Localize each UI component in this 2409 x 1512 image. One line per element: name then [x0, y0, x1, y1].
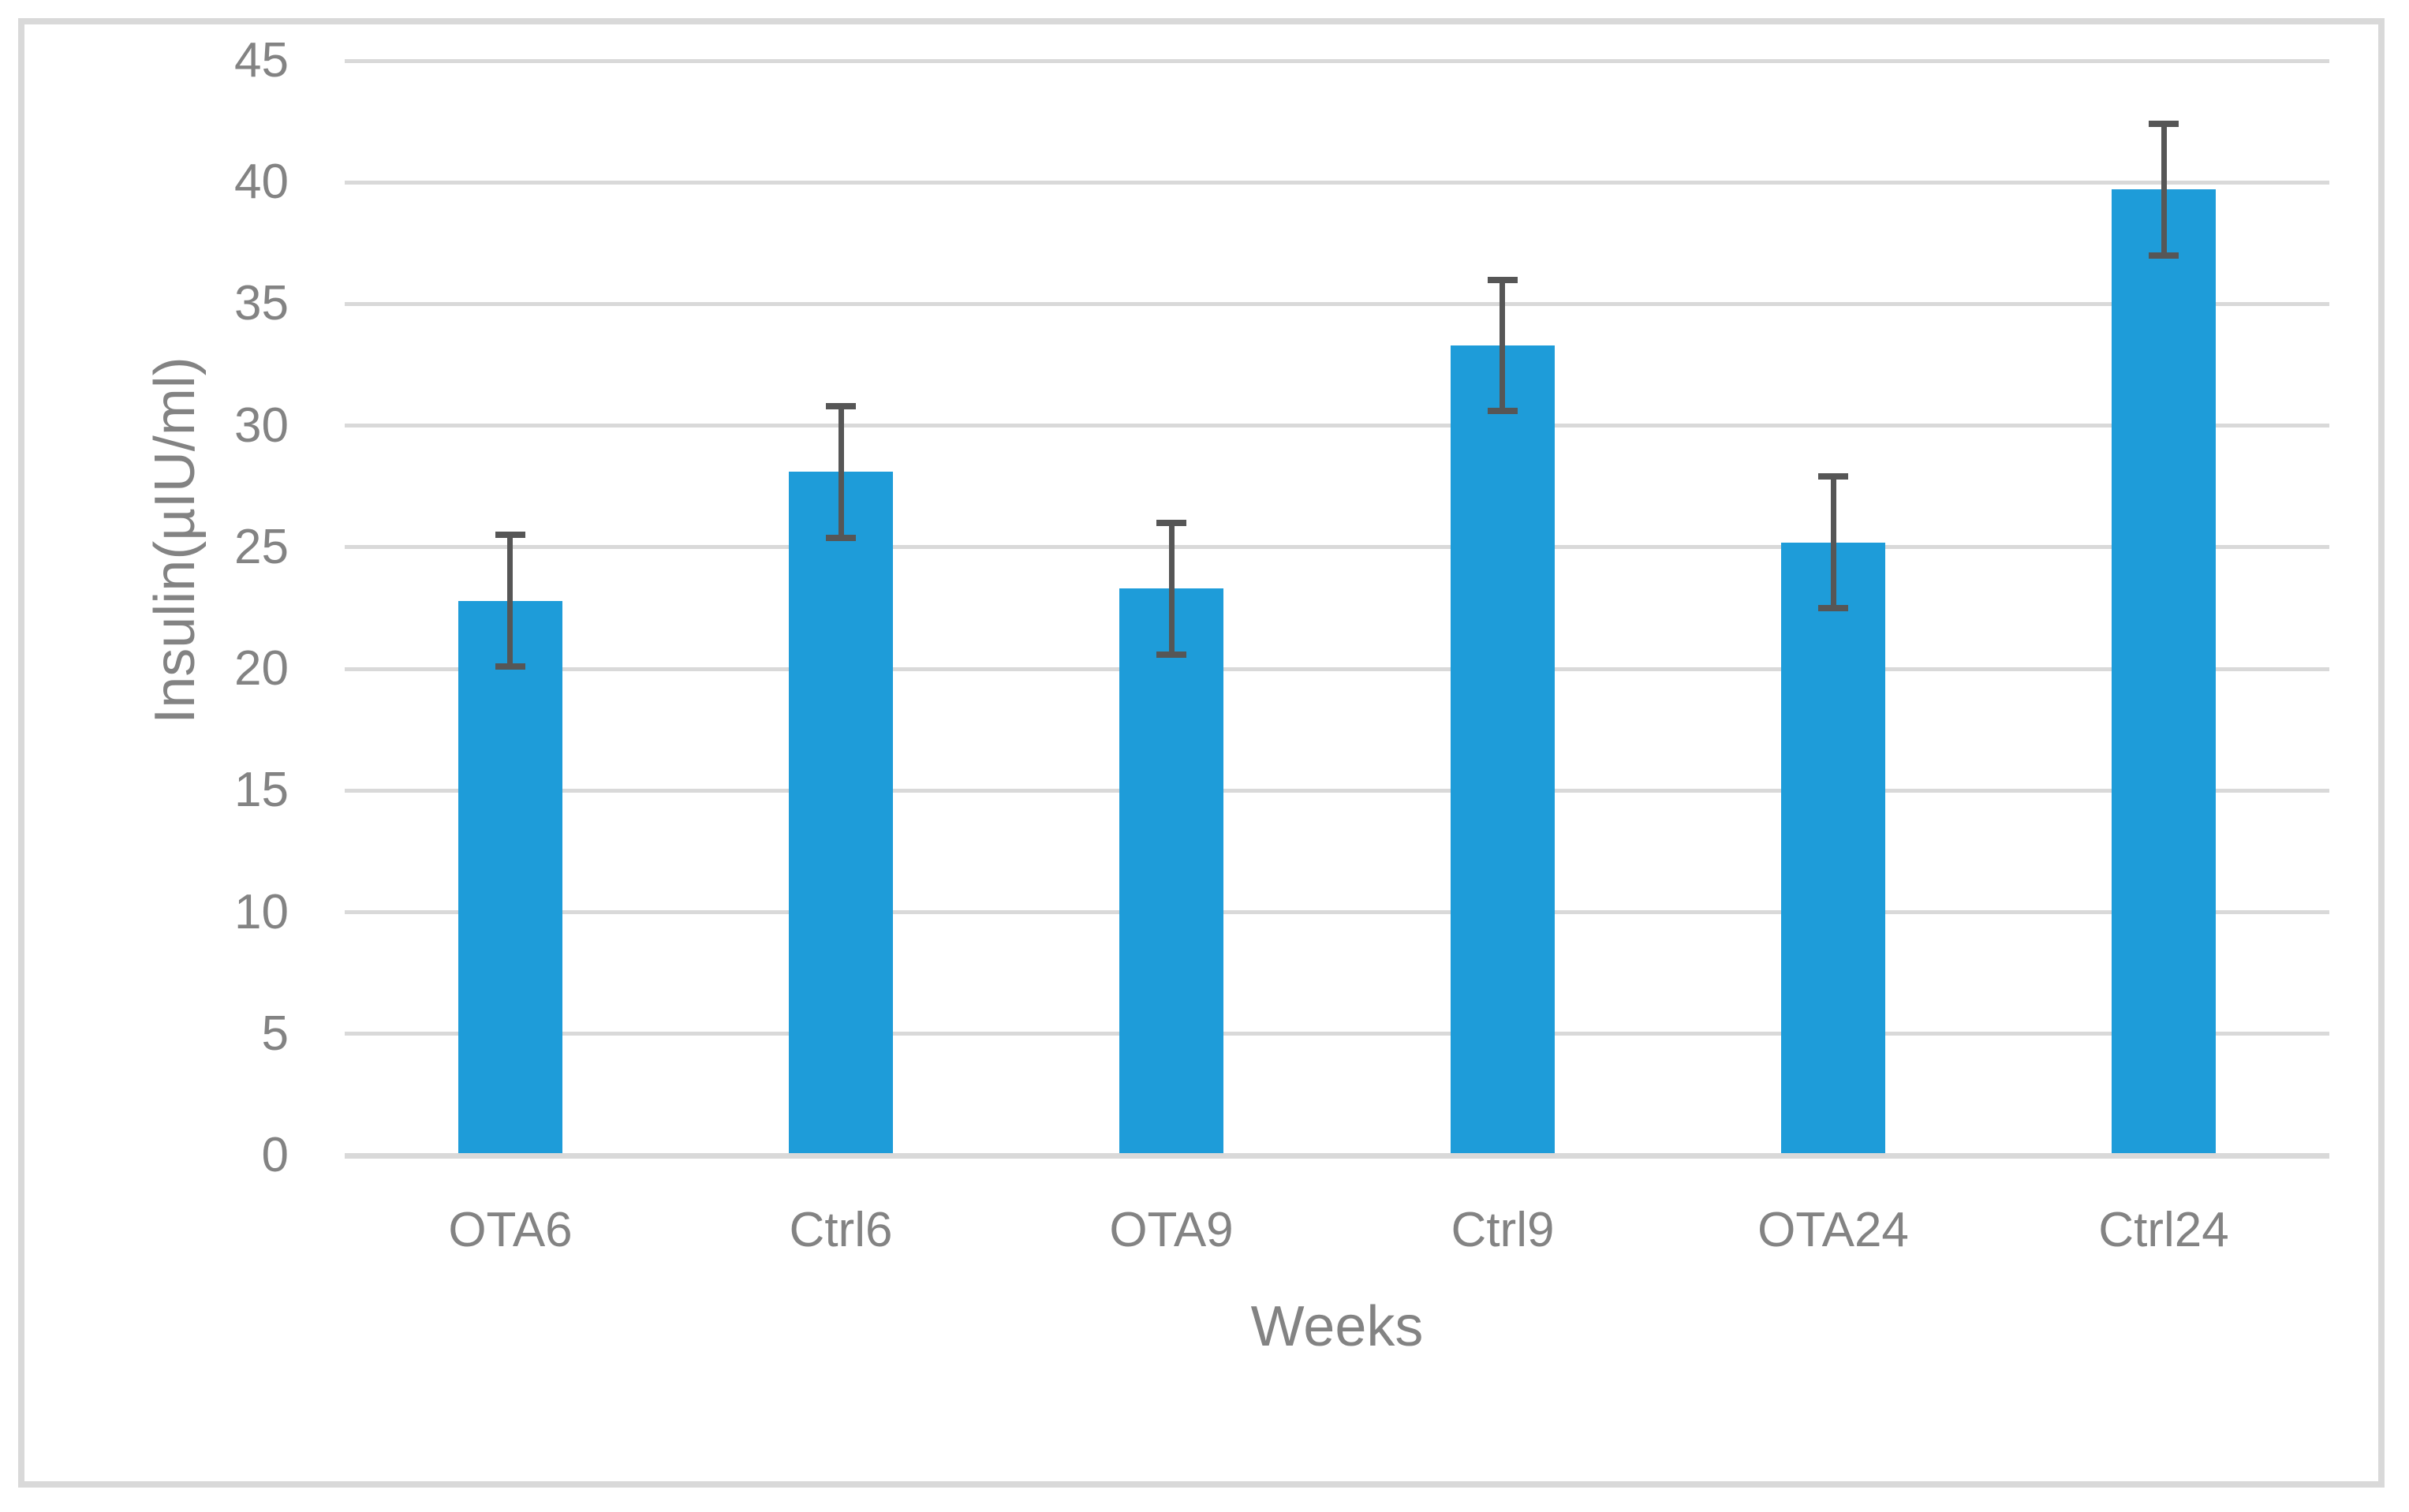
- error-bar-line: [1831, 476, 1836, 608]
- error-bar-cap-bottom: [2149, 252, 2179, 259]
- x-axis-title: Weeks: [1250, 1295, 1424, 1358]
- plot-area: [345, 61, 2329, 1155]
- error-bar-cap-bottom: [1818, 605, 1848, 611]
- gridline: [345, 180, 2329, 185]
- y-tick-label: 5: [261, 1006, 289, 1061]
- y-tick-label: 0: [261, 1128, 289, 1182]
- error-bar-line: [1500, 280, 1505, 412]
- error-bar-cap-top: [1156, 520, 1186, 526]
- y-tick-label: 45: [234, 33, 289, 88]
- y-tick-label: 25: [234, 519, 289, 574]
- error-bar-cap-bottom: [826, 535, 856, 541]
- bar-Ctrl9: [1451, 345, 1555, 1153]
- gridline: [345, 58, 2329, 63]
- gridline: [345, 788, 2329, 793]
- error-bar-cap-top: [1488, 277, 1518, 283]
- gridline: [345, 424, 2329, 428]
- error-bar-cap-top: [2149, 121, 2179, 127]
- x-tick-label: OTA9: [1109, 1203, 1234, 1257]
- bar-OTA6: [458, 601, 562, 1153]
- gridline: [345, 1032, 2329, 1036]
- gridline: [345, 545, 2329, 550]
- bar-OTA24: [1781, 543, 1885, 1153]
- error-bar-cap-top: [495, 532, 525, 538]
- gridline: [345, 910, 2329, 915]
- error-bar-line: [838, 406, 844, 538]
- x-tick-label: Ctrl24: [2098, 1203, 2229, 1257]
- x-tick-label: OTA6: [448, 1203, 573, 1257]
- y-tick-label: 15: [234, 763, 289, 818]
- y-axis-title: Insulin(µIU/ml): [144, 357, 207, 724]
- error-bar-line: [2161, 124, 2167, 256]
- y-tick-label: 10: [234, 884, 289, 939]
- gridline: [345, 666, 2329, 671]
- error-bar-line: [507, 535, 513, 666]
- bar-Ctrl24: [2112, 189, 2216, 1153]
- error-bar-line: [1169, 523, 1175, 655]
- y-tick-label: 35: [234, 276, 289, 331]
- chart-border: [18, 18, 2385, 1488]
- y-tick-label: 30: [234, 398, 289, 453]
- bar-Ctrl6: [789, 472, 893, 1153]
- error-bar-cap-top: [826, 403, 856, 409]
- error-bar-cap-bottom: [1156, 651, 1186, 658]
- y-tick-label: 40: [234, 155, 289, 210]
- bar-OTA9: [1119, 588, 1223, 1153]
- x-tick-label: Ctrl9: [1451, 1203, 1555, 1257]
- x-tick-label: OTA24: [1757, 1203, 1909, 1257]
- error-bar-cap-top: [1818, 473, 1848, 480]
- x-tick-label: Ctrl6: [789, 1203, 893, 1257]
- gridline: [345, 301, 2329, 306]
- error-bar-cap-bottom: [1488, 408, 1518, 414]
- y-tick-label: 20: [234, 641, 289, 696]
- error-bar-cap-bottom: [495, 663, 525, 670]
- x-axis-line: [345, 1153, 2329, 1159]
